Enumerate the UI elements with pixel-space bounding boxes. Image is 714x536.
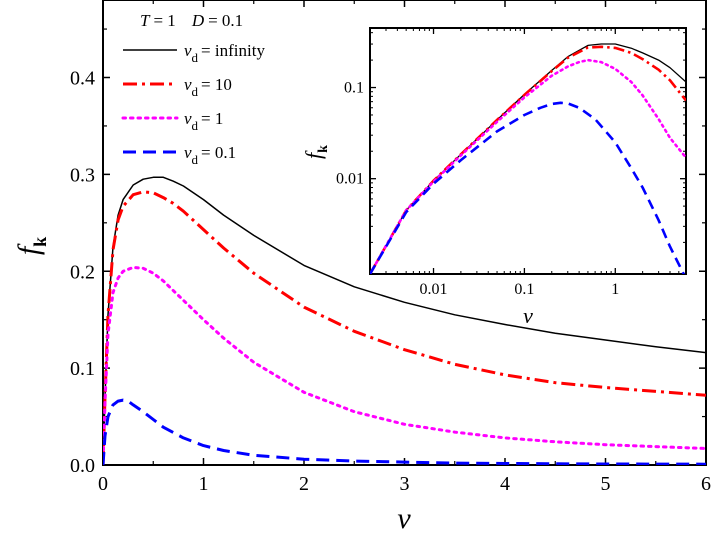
main-y-axis-label-sub: k xyxy=(30,237,50,247)
inset-series-line-1 xyxy=(370,58,686,274)
legend-header-T-value: = 1 xyxy=(153,11,175,30)
legend-var-sub: d xyxy=(192,50,199,65)
main-x-axis-label: v xyxy=(397,502,411,535)
legend-header-T: T xyxy=(140,11,151,30)
legend-value: = 0.1 xyxy=(201,143,236,162)
main-y-tick-label: 0.0 xyxy=(70,455,95,477)
series-line-1 xyxy=(103,265,706,465)
main-y-tick-label: 0.2 xyxy=(70,261,95,283)
main-y-tick-label: 0.3 xyxy=(70,164,95,186)
inset-y-axis-label-sub: k xyxy=(316,145,331,153)
inset-y-tick-label: 0.01 xyxy=(336,171,364,188)
legend-var: v xyxy=(184,41,192,60)
legend-value: = 1 xyxy=(201,109,223,128)
main-x-tick-label: 2 xyxy=(299,473,309,495)
legend-var-sub: d xyxy=(192,152,199,167)
main-series-lines xyxy=(103,176,706,465)
legend-label-1: vd = 1 xyxy=(184,109,223,133)
main-axis-ticks: 0 1 2 3 4 5 6 0.0 0.1 0.2 0.3 0.4 xyxy=(70,0,711,495)
inset-x-axis-label: v xyxy=(523,303,533,328)
legend-value: = infinity xyxy=(201,41,265,60)
legend-var: v xyxy=(184,75,192,94)
inset-x-tick-label: 1 xyxy=(611,281,619,298)
legend-header-D-value: = 0.1 xyxy=(208,11,243,30)
legend-header: T = 1 D = 0.1 xyxy=(140,11,243,30)
main-y-tick-label: 0.4 xyxy=(70,68,95,90)
legend-header-D: D xyxy=(191,11,205,30)
legend-var: v xyxy=(184,109,192,128)
legend-label-infinity: vd = infinity xyxy=(184,41,265,65)
series-line-0-1 xyxy=(103,398,706,465)
main-x-tick-label: 5 xyxy=(601,473,611,495)
inset-y-tick-label: 0.1 xyxy=(344,80,364,97)
inset-plot-frame xyxy=(369,27,687,275)
inset-series-line-0-1 xyxy=(370,101,686,274)
main-x-tick-label: 3 xyxy=(400,473,410,495)
legend-label-10: vd = 10 xyxy=(184,75,232,99)
inset-x-tick-label: 0.1 xyxy=(514,281,534,298)
inset-x-tick-label: 0.01 xyxy=(420,281,448,298)
inset-series-lines xyxy=(370,43,686,274)
main-y-axis-label: fk xyxy=(12,237,50,255)
inset-axis-ticks: 0.01 0.1 1 0.01 0.1 xyxy=(336,28,687,298)
legend-var-sub: d xyxy=(192,84,199,99)
legend-var: v xyxy=(184,143,192,162)
main-x-tick-label: 4 xyxy=(500,473,510,495)
series-line-10 xyxy=(103,190,706,465)
main-x-tick-label: 0 xyxy=(98,473,108,495)
legend-value: = 10 xyxy=(201,75,232,94)
legend-var-sub: d xyxy=(192,118,199,133)
legend-label-0-1: vd = 0.1 xyxy=(184,143,236,167)
main-y-tick-label: 0.1 xyxy=(70,358,95,380)
main-x-tick-label: 6 xyxy=(701,473,711,495)
main-x-tick-label: 1 xyxy=(199,473,209,495)
inset-y-axis-label: fk xyxy=(301,145,331,159)
inset-y-axis-label-main: f xyxy=(301,150,326,159)
